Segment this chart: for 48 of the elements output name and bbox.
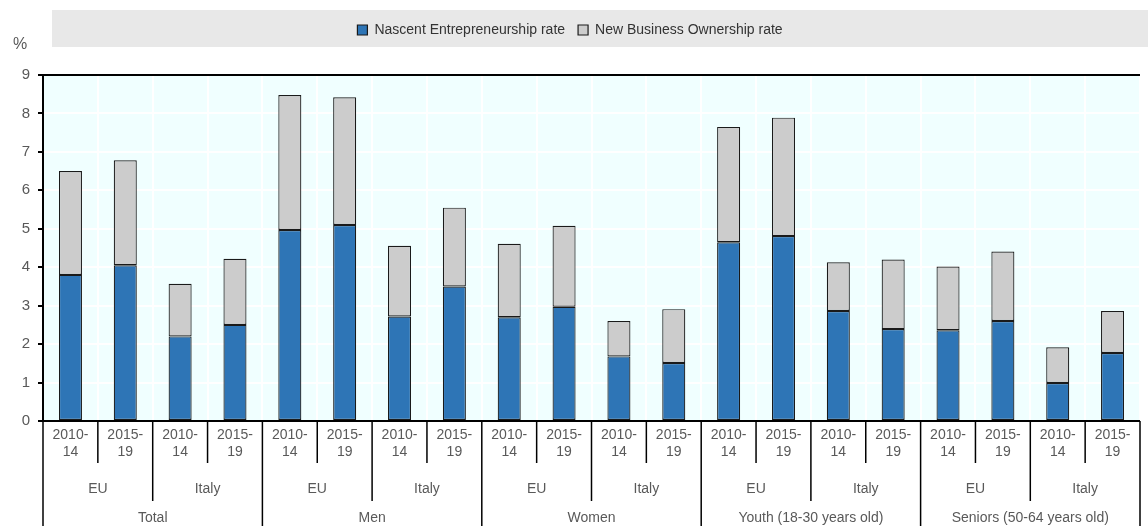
text: EU	[88, 479, 108, 496]
text: Italy	[1072, 479, 1098, 496]
x-tick-label: 2010-14	[930, 426, 967, 460]
x-tick-label: 2015-19	[655, 426, 693, 460]
y-tick-label: 5	[21, 218, 30, 236]
text: EU	[965, 479, 986, 496]
x-tick-label: 2010-14	[381, 426, 418, 460]
x-tick-label: 2015-19	[1094, 426, 1131, 460]
x-tick-label: 2010-14	[271, 426, 309, 460]
x-tick-label: 2015-19	[546, 426, 583, 460]
y-tick-label: 4	[21, 257, 30, 275]
x-tick-label: 2015-19	[326, 426, 363, 460]
x-tick-label: 2015-19	[217, 426, 254, 460]
text: Italy	[414, 479, 440, 496]
text: Women	[567, 508, 616, 525]
text: Youth (18-30 years old)	[738, 508, 884, 525]
x-tick-label: 2010-14	[162, 426, 199, 460]
y-tick-label: 0	[21, 411, 30, 429]
text: Italy	[852, 479, 879, 496]
text: Men	[358, 508, 386, 525]
text: Seniors (50-64 years old)	[951, 508, 1109, 525]
text: Total	[137, 508, 168, 525]
text: Italy	[633, 479, 660, 496]
y-tick-label: 3	[21, 295, 30, 313]
legend-label: Nascent Entrepreneurship rate	[374, 20, 566, 37]
legend-label: New Business Ownership rate	[595, 20, 783, 37]
y-tick-label: 7	[21, 142, 30, 160]
x-tick-label: 2010-14	[52, 426, 89, 460]
x-tick-label: 2010-14	[1039, 426, 1076, 460]
x-tick-label: 2010-14	[820, 426, 857, 460]
text: EU	[526, 479, 547, 496]
x-tick-label: 2010-14	[710, 426, 747, 460]
text: EU	[746, 479, 766, 496]
y-tick-label: 1	[21, 372, 30, 390]
x-tick-label: 2010-14	[601, 426, 638, 460]
x-tick-label: 2010-14	[491, 426, 528, 460]
x-tick-label: 2015-19	[984, 426, 1022, 460]
y-tick-label: 9	[21, 65, 30, 83]
y-axis-title: %	[12, 35, 28, 53]
text: EU	[307, 479, 327, 496]
x-tick-label: 2015-19	[875, 426, 912, 460]
x-tick-label: 2015-19	[765, 426, 802, 460]
y-tick-label: 2	[21, 334, 30, 352]
y-tick-label: 8	[21, 103, 30, 121]
y-tick-label: 6	[21, 180, 30, 198]
text: Italy	[194, 479, 221, 496]
x-tick-label: 2015-19	[107, 426, 144, 460]
x-tick-label: 2015-19	[436, 426, 473, 460]
